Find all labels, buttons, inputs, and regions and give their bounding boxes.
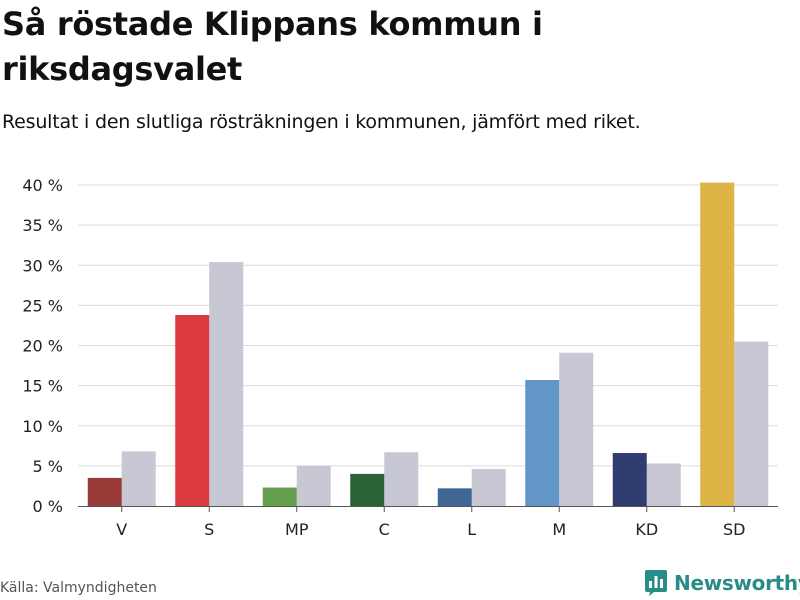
bar-kommun-v <box>87 477 122 506</box>
x-tick-label: C <box>379 520 390 539</box>
y-tick-label: 10 % <box>22 417 63 436</box>
bars <box>87 182 769 506</box>
bar-chart-logo-icon <box>645 570 667 596</box>
x-axis-ticks: V S MP C L M KD SD <box>78 506 778 539</box>
x-tick-label: SD <box>723 520 745 539</box>
y-tick-label: 35 % <box>22 216 63 235</box>
x-tick-label: KD <box>635 520 658 539</box>
bar-riket-kd <box>646 463 681 506</box>
y-tick-label: 40 % <box>22 176 63 195</box>
y-tick-label: 0 % <box>33 497 63 516</box>
x-tick-label: M <box>552 520 566 539</box>
bar-riket-mp <box>296 465 331 506</box>
x-tick-label: MP <box>285 520 309 539</box>
bar-kommun-sd <box>700 182 735 506</box>
chart-title: Så röstade Klippans kommun i riksdagsval… <box>2 5 543 88</box>
x-tick-label: V <box>116 520 127 539</box>
y-tick-label: 25 % <box>22 296 63 315</box>
source-note: Källa: Valmyndigheten <box>0 580 157 596</box>
bar-kommun-c <box>350 473 385 506</box>
bar-riket-c <box>384 452 419 506</box>
chart-subtitle: Resultat i den slutliga rösträkningen i … <box>2 111 641 133</box>
bar-kommun-mp <box>262 487 297 506</box>
bar-kommun-kd <box>612 453 647 506</box>
bar-riket-l <box>471 469 506 506</box>
y-tick-label: 5 % <box>33 457 63 476</box>
brand-logo: Newsworthy <box>645 569 800 597</box>
bar-kommun-s <box>175 315 210 506</box>
brand-name: Newsworthy <box>674 571 800 595</box>
y-axis-ticks: 0 % 5 % 10 % 15 % 20 % 25 % 30 % 35 % 40 % <box>22 176 63 516</box>
bar-riket-v <box>121 451 156 506</box>
bar-riket-m <box>559 352 594 506</box>
y-tick-label: 15 % <box>22 377 63 396</box>
bar-riket-s <box>209 262 244 506</box>
x-tick-label: L <box>467 520 476 539</box>
bar-kommun-m <box>525 380 560 506</box>
bar-riket-sd <box>734 341 769 506</box>
bar-kommun-l <box>437 488 472 506</box>
y-tick-label: 30 % <box>22 256 63 275</box>
y-tick-label: 20 % <box>22 337 63 356</box>
x-tick-label: S <box>204 520 214 539</box>
